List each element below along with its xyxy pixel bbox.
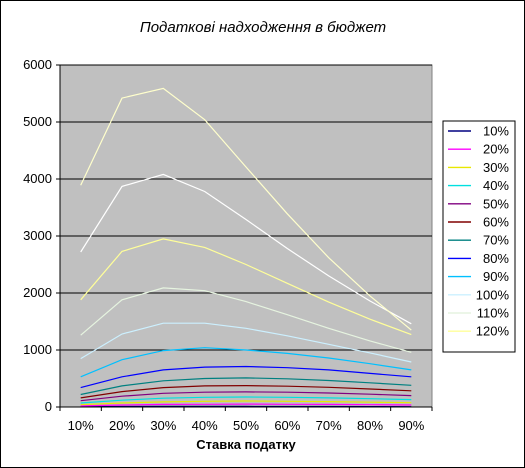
legend-label: 30% [483, 160, 509, 175]
x-axis-label: Ставка податку [196, 437, 296, 452]
y-tick-label: 5000 [23, 114, 52, 129]
x-tick-label: 50% [233, 418, 259, 433]
gridlines [60, 64, 432, 351]
x-tick-label: 90% [398, 418, 424, 433]
series-line [80, 173, 412, 325]
series-line [80, 377, 412, 396]
y-tick-label: 3000 [23, 228, 52, 243]
y-tick-label: 4000 [23, 171, 52, 186]
series-line [80, 238, 412, 336]
x-tick-label: 40% [192, 418, 218, 433]
series-line [80, 384, 412, 399]
x-tick-label: 10% [68, 418, 94, 433]
series-line [80, 400, 412, 406]
y-tick-label: 1000 [23, 342, 52, 357]
legend-label: 110% [477, 306, 510, 321]
x-axis-ticks: 10% 20% 30% 40% 50% 60% 70% 80% 90% [59, 407, 433, 433]
legend-label: 20% [483, 142, 509, 157]
x-tick-label: 80% [357, 418, 383, 433]
y-tick-label: 2000 [23, 285, 52, 300]
x-tick-label: 20% [109, 418, 135, 433]
legend: 10% 20% 30% 40% 50% 60% 70% 80% 90% 100% 110% 120% [442, 120, 516, 353]
series-line [80, 87, 412, 331]
series-line [80, 396, 412, 404]
x-tick-label: 70% [316, 418, 342, 433]
legend-label: 60% [483, 215, 509, 230]
series-line [80, 365, 412, 389]
legend-label: 10% [483, 124, 509, 139]
series-line [80, 403, 412, 407]
y-tick-label: 6000 [23, 57, 52, 72]
legend-label: 50% [483, 196, 509, 211]
series-line [80, 347, 412, 378]
legend-label: 90% [483, 269, 509, 284]
legend-label: 120% [476, 324, 510, 339]
legend-box [442, 120, 516, 353]
series-lines [80, 87, 412, 408]
series-line [80, 287, 412, 353]
y-tick-label: 0 [45, 399, 52, 414]
y-axis-ticks: 0 1000 2000 3000 4000 5000 6000 [23, 57, 60, 414]
legend-label: 40% [483, 178, 509, 193]
legend-label: 70% [483, 233, 509, 248]
chart-title: Податкові надходження в бюджет [140, 19, 386, 36]
x-tick-label: 60% [274, 418, 300, 433]
series-line [80, 391, 412, 402]
legend-label: 100% [476, 287, 510, 302]
legend-label: 80% [483, 251, 509, 266]
x-tick-label: 30% [150, 418, 176, 433]
series-line [80, 322, 412, 363]
